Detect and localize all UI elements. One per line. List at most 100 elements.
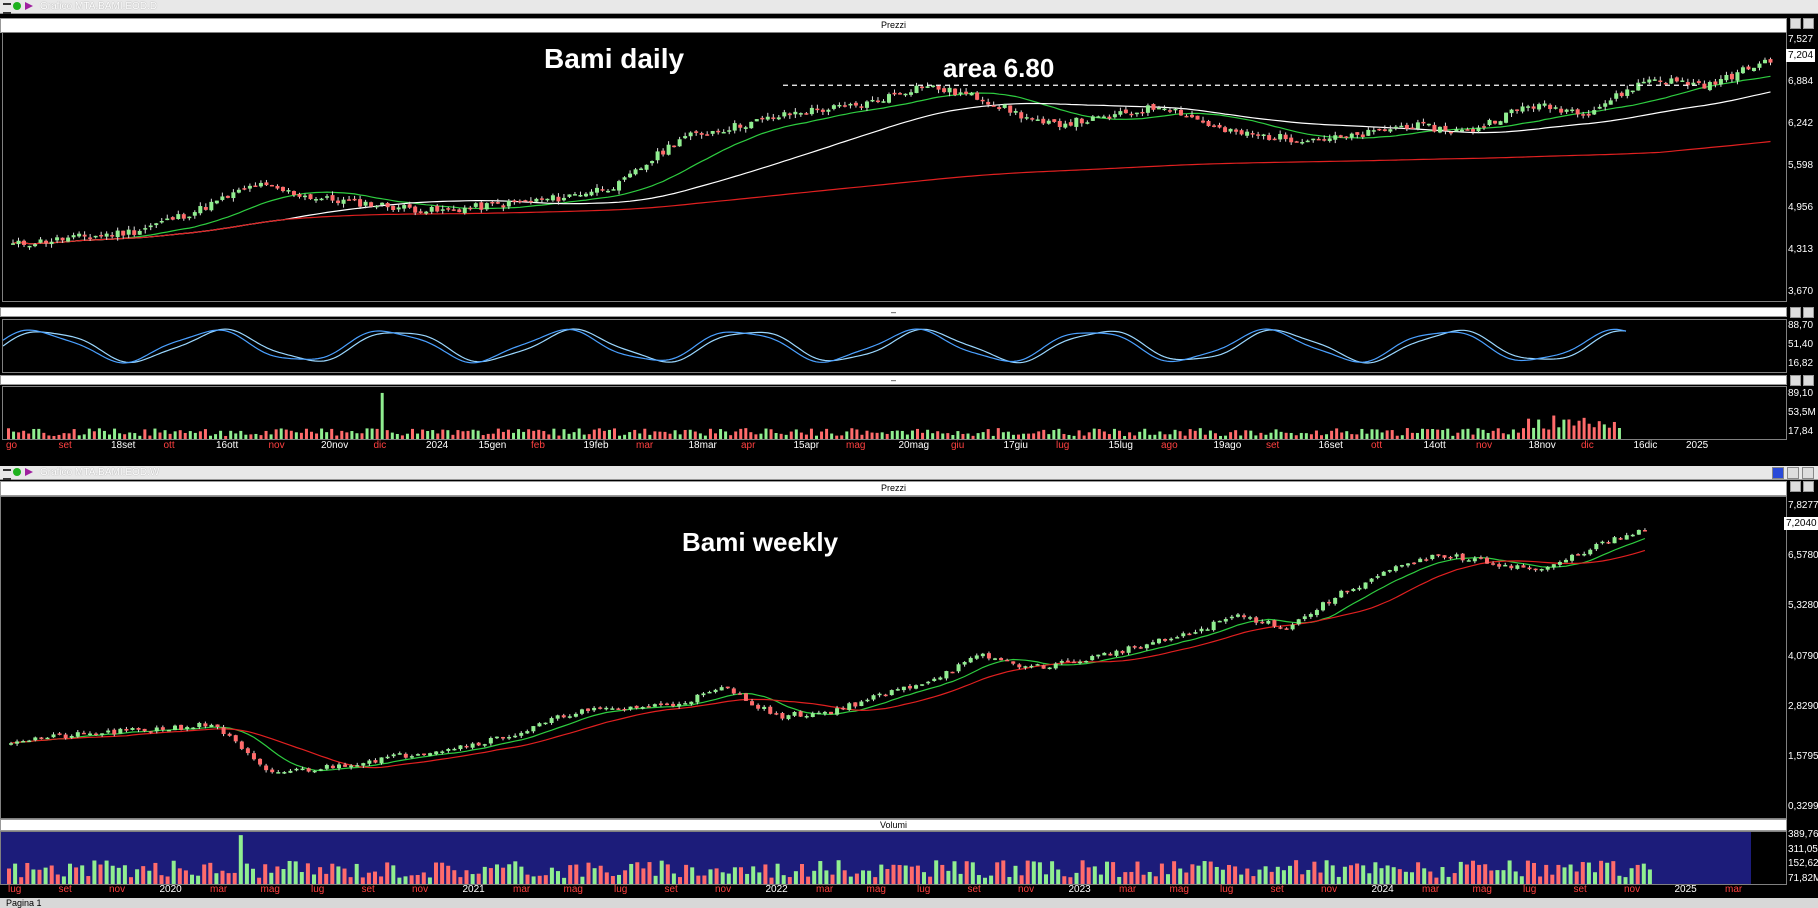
maximize-icon[interactable] bbox=[1803, 18, 1814, 29]
volume-bar bbox=[820, 431, 824, 439]
green-dot-icon[interactable] bbox=[13, 2, 21, 10]
candle-body bbox=[187, 216, 192, 219]
volume-bar bbox=[799, 432, 803, 439]
weekly-title-bar[interactable]: Grafico MTA.BAMI.EOD.W bbox=[0, 466, 1818, 480]
volume-bar bbox=[1592, 427, 1596, 439]
volume-bar bbox=[1373, 862, 1378, 884]
candle-body bbox=[561, 197, 566, 201]
volume-bar bbox=[513, 861, 518, 884]
volume-bar bbox=[397, 877, 402, 884]
volume-bar bbox=[602, 430, 606, 439]
volume-bar bbox=[1582, 417, 1586, 439]
weekly-last-price: 7,2040 bbox=[1784, 517, 1818, 530]
candle-body bbox=[1162, 108, 1167, 111]
candle-body bbox=[694, 131, 699, 133]
purple-arrow-icon[interactable] bbox=[25, 468, 33, 476]
minimize-icon[interactable] bbox=[1790, 18, 1801, 29]
volume-bar bbox=[577, 428, 581, 439]
purple-arrow-icon[interactable] bbox=[25, 2, 33, 10]
candle-body bbox=[539, 198, 544, 200]
volume-bar bbox=[1325, 434, 1329, 439]
maximize-icon[interactable] bbox=[1803, 375, 1814, 386]
candle-body bbox=[1724, 74, 1729, 81]
candle-body bbox=[611, 189, 616, 191]
candle-body bbox=[9, 743, 13, 745]
volume-bar bbox=[257, 877, 262, 884]
minimize-icon[interactable] bbox=[1790, 481, 1801, 492]
volume-bar bbox=[1397, 869, 1402, 884]
weekly-price-panel: Bami weekly bbox=[0, 496, 1787, 819]
volume-bar bbox=[1365, 433, 1369, 439]
volume-bar bbox=[385, 430, 389, 439]
maximize-icon[interactable] bbox=[1787, 467, 1799, 479]
maximize-icon[interactable] bbox=[1803, 481, 1814, 492]
candle-body bbox=[1217, 124, 1222, 128]
candle-body bbox=[986, 101, 991, 105]
volume-bar bbox=[62, 433, 66, 439]
candle-body bbox=[1096, 116, 1101, 118]
volume-bar bbox=[110, 865, 115, 884]
volume-bar bbox=[202, 864, 207, 884]
candle-body bbox=[980, 99, 985, 102]
volume-bar bbox=[1605, 862, 1610, 884]
volume-bar bbox=[525, 874, 530, 884]
candle-body bbox=[1345, 590, 1350, 593]
menu-icon[interactable] bbox=[3, 469, 11, 480]
volume-bar bbox=[708, 869, 713, 884]
candle-body bbox=[895, 689, 900, 691]
minimize-icon[interactable] bbox=[1790, 307, 1801, 318]
candle-body bbox=[33, 244, 38, 247]
candle-body bbox=[1278, 627, 1283, 629]
date-label: 2025 bbox=[1686, 440, 1709, 451]
candle-body bbox=[528, 200, 533, 203]
date-label: 2021 bbox=[462, 884, 485, 895]
volume-bar bbox=[663, 431, 667, 439]
volume-bar bbox=[1188, 429, 1192, 439]
volume-bar bbox=[1105, 861, 1109, 884]
menu-icon[interactable] bbox=[3, 3, 11, 14]
restore-icon[interactable] bbox=[1772, 467, 1784, 479]
candle-body bbox=[738, 124, 743, 128]
candle-body bbox=[1485, 557, 1489, 564]
volume-bar bbox=[784, 434, 788, 439]
candle-body bbox=[646, 706, 651, 708]
volume-bar bbox=[556, 871, 560, 884]
candle-body bbox=[1751, 67, 1756, 72]
green-dot-icon[interactable] bbox=[13, 468, 21, 476]
volume-bar bbox=[951, 434, 955, 439]
candle-body bbox=[598, 707, 603, 709]
candle-body bbox=[713, 689, 718, 693]
volume-bar bbox=[806, 876, 811, 884]
candle-body bbox=[798, 711, 803, 717]
volume-bar bbox=[789, 431, 793, 439]
candle-body bbox=[1674, 77, 1679, 82]
page-tab[interactable]: Pagina 1 bbox=[6, 898, 42, 908]
date-label: mag bbox=[866, 884, 886, 895]
volume-bar bbox=[1166, 874, 1170, 884]
candle-body bbox=[774, 713, 779, 715]
volume-bar bbox=[141, 866, 146, 884]
daily-price-panel: Bami daily area 6.80 bbox=[2, 32, 1787, 302]
candle-body bbox=[1371, 130, 1376, 132]
volume-bar bbox=[617, 874, 621, 884]
candle-body bbox=[688, 132, 693, 137]
daily-title-bar[interactable]: Grafico MTA.BAMI.EOD.D bbox=[0, 0, 1818, 14]
candle-body bbox=[1594, 544, 1599, 550]
volume-bar bbox=[1037, 862, 1042, 884]
close-icon[interactable] bbox=[1802, 467, 1814, 479]
maximize-icon[interactable] bbox=[1803, 307, 1814, 318]
volume-bar bbox=[37, 428, 41, 439]
volume-bar bbox=[1379, 868, 1384, 884]
candle-body bbox=[44, 240, 49, 244]
candle-body bbox=[440, 751, 445, 753]
candle-body bbox=[1608, 100, 1613, 105]
volume-bar bbox=[138, 435, 142, 439]
minimize-icon[interactable] bbox=[1790, 375, 1801, 386]
volume-bar bbox=[1158, 431, 1162, 439]
volume-bar bbox=[1299, 432, 1303, 439]
weekly-window-title: Grafico MTA.BAMI.EOD.W bbox=[40, 467, 160, 478]
candle-body bbox=[435, 205, 440, 212]
volume-bar bbox=[1390, 430, 1394, 439]
candle-body bbox=[1406, 563, 1411, 566]
candle-body bbox=[1369, 578, 1374, 582]
